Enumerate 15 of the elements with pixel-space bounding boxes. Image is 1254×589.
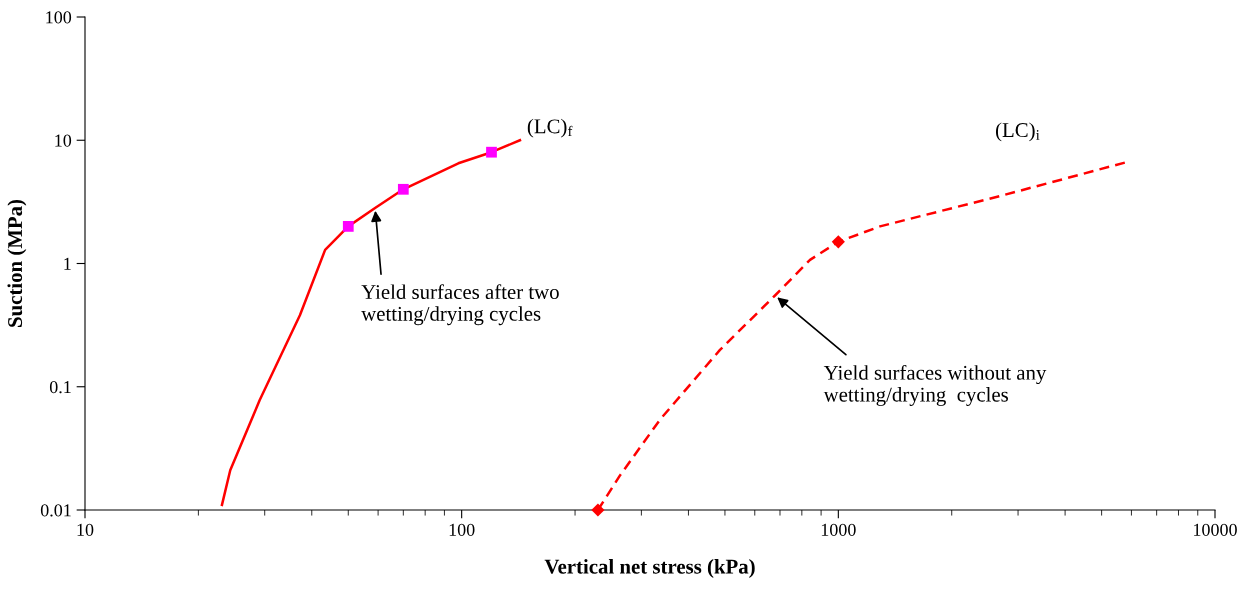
x-tick-label: 100 bbox=[449, 523, 475, 536]
y-axis-title: Suction (MPa) bbox=[7, 199, 27, 327]
y-tick-label: 1 bbox=[64, 257, 71, 270]
annotation: Yield surfaces without any wetting/drying cycles bbox=[823, 364, 1047, 406]
y-tick-label: 10 bbox=[55, 134, 72, 147]
x-tick-label: 1000 bbox=[821, 523, 856, 536]
x-tick-label: 10000 bbox=[1194, 523, 1237, 536]
y-tick-label: 0.01 bbox=[40, 504, 71, 517]
x-tick-label: 10 bbox=[77, 523, 94, 536]
series-label: (LC)$_{f}$ bbox=[527, 118, 573, 138]
x-axis-title: Vertical net stress (kPa) bbox=[544, 559, 755, 578]
text: (LC)$_{i}$ bbox=[995, 122, 1040, 142]
y-tick-label: 100 bbox=[46, 11, 72, 24]
annotation: Yield surfaces after two wetting/drying cycles bbox=[361, 284, 559, 326]
y-tick-label: 0.1 bbox=[49, 381, 71, 394]
